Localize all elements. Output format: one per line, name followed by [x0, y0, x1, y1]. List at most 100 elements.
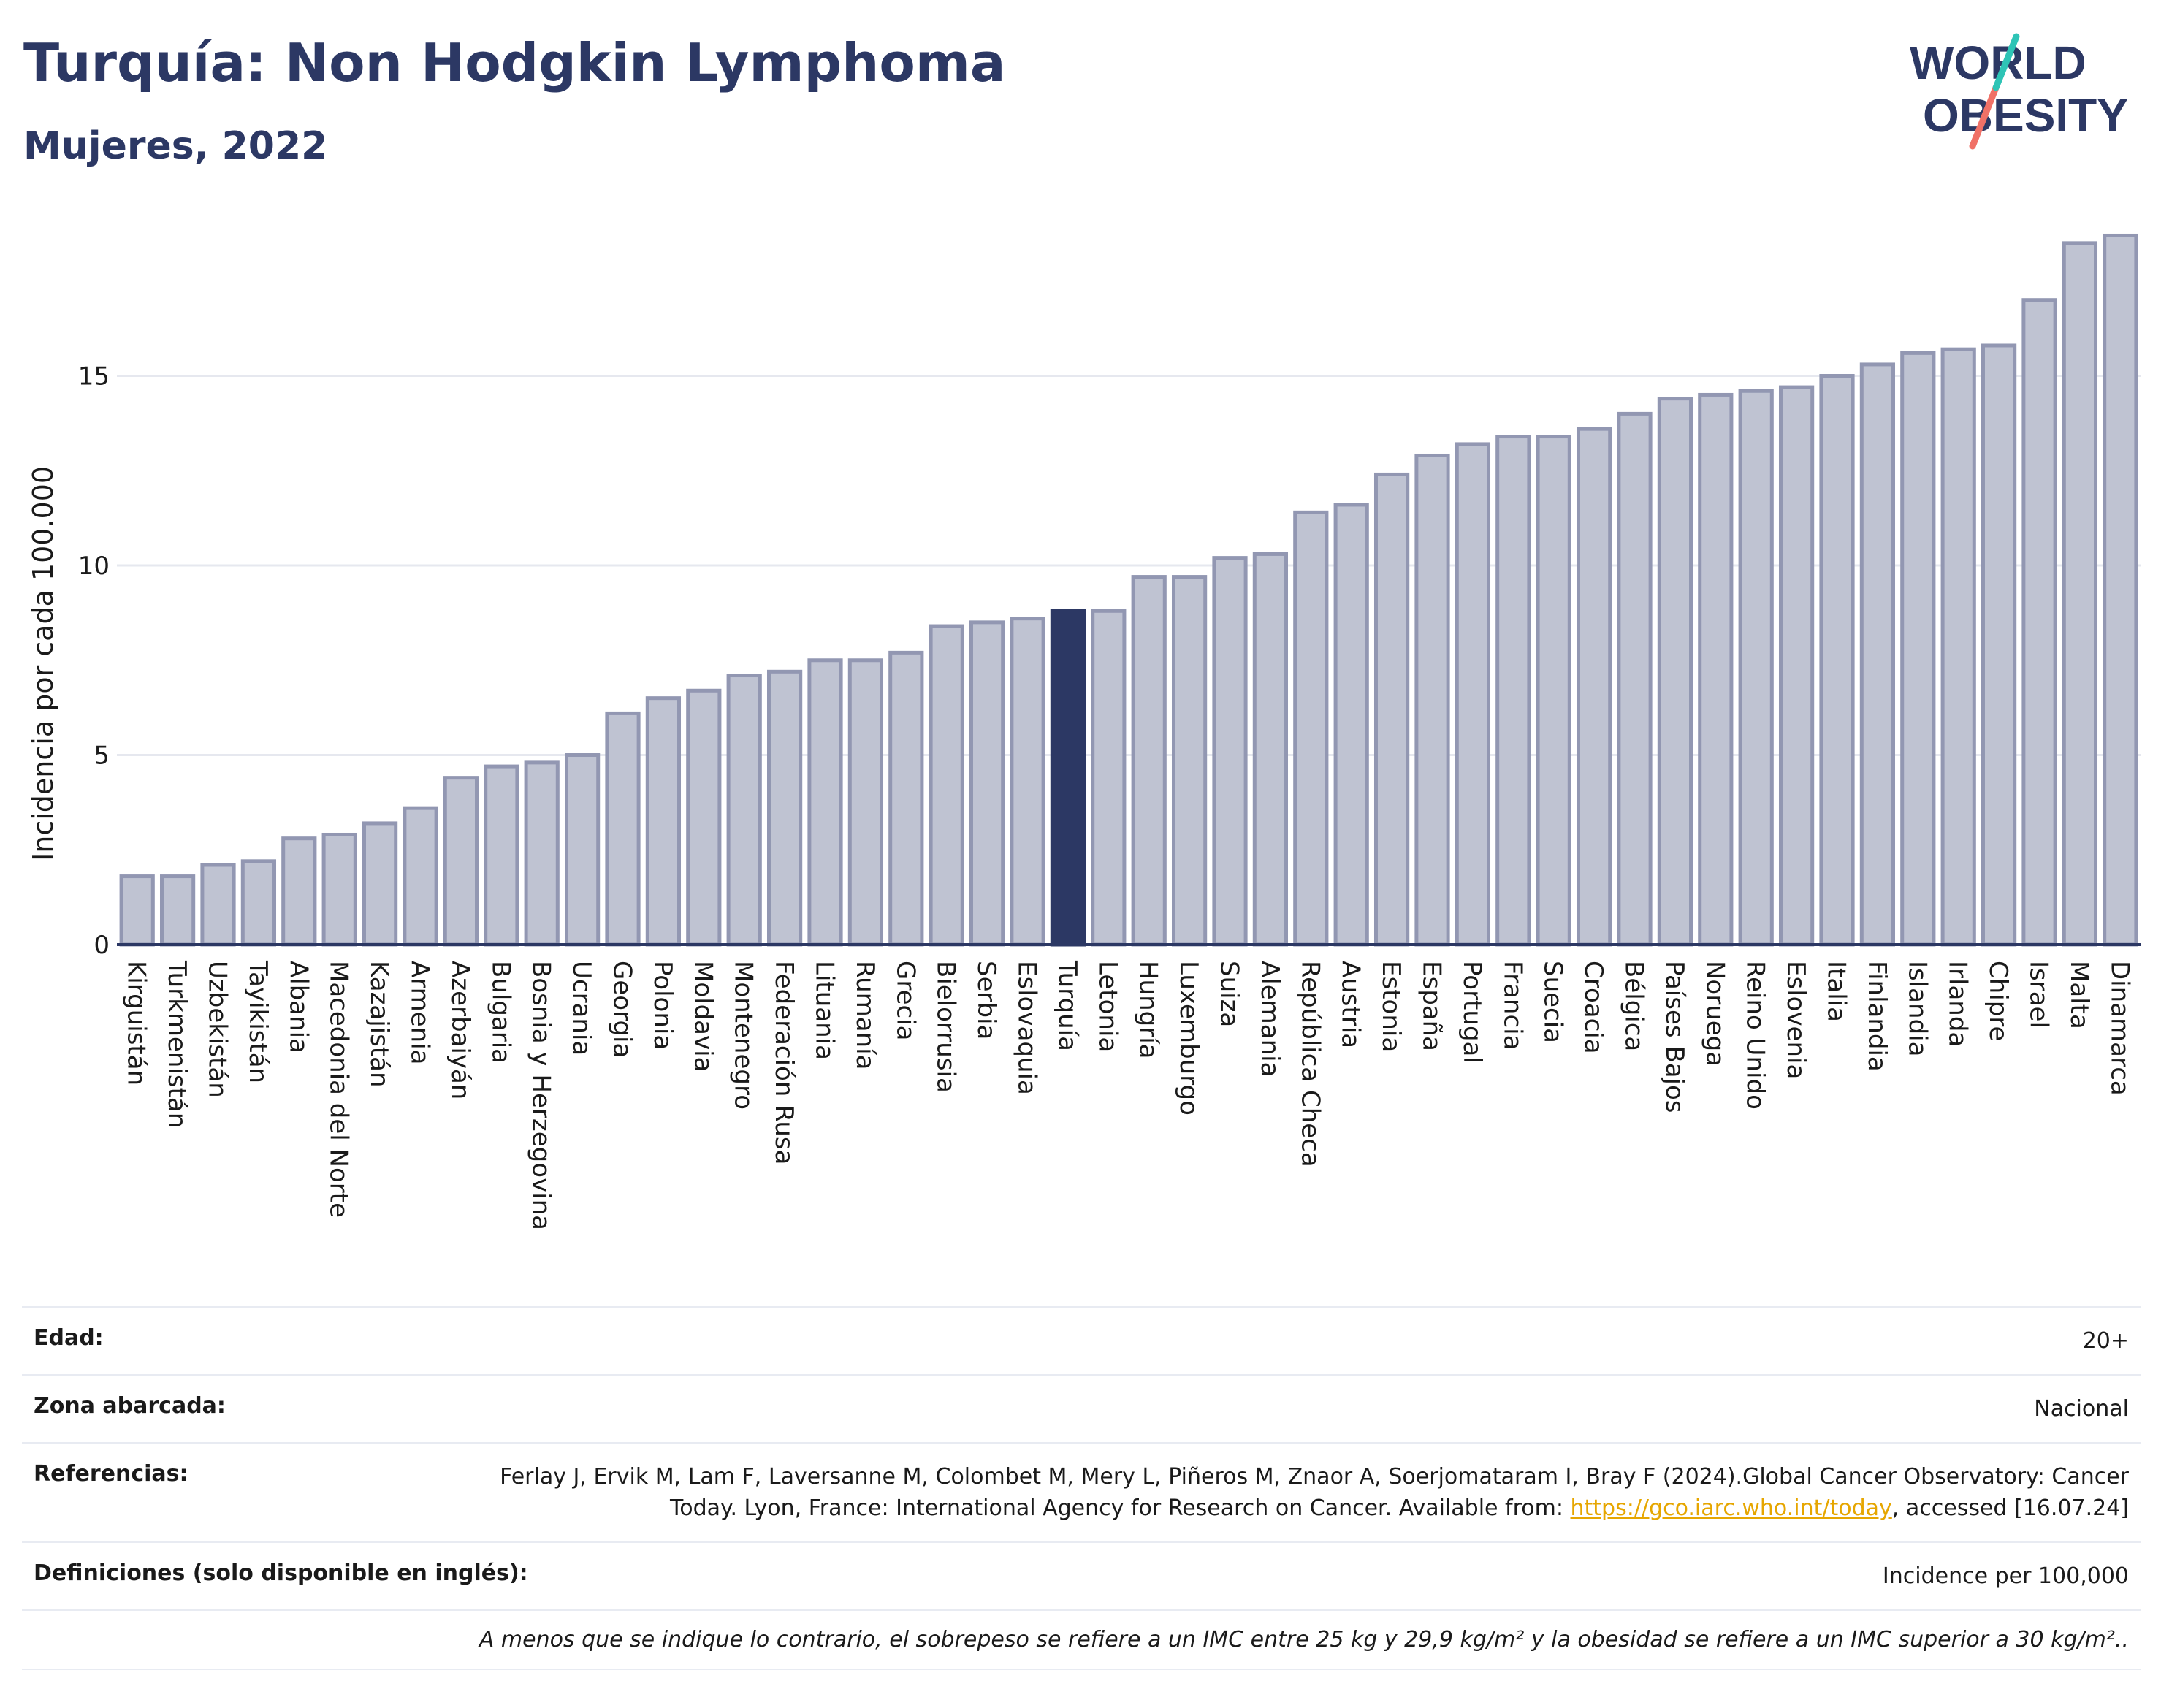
- meta-row-zona: Zona abarcada: Nacional: [22, 1374, 2141, 1442]
- x-tick-label: Serbia: [972, 961, 1001, 1040]
- bar-Georgia: [605, 711, 641, 947]
- page-title: Turquía: Non Hodgkin Lymphoma: [23, 32, 1006, 94]
- bar-Rumanía: [847, 658, 884, 947]
- x-tick-label: Malta: [2065, 961, 2094, 1029]
- bar-Israel: [2021, 298, 2057, 947]
- bar-Federación Rusa: [766, 669, 803, 947]
- x-tick-label: Bélgica: [1620, 961, 1649, 1051]
- bar-Lituania: [807, 658, 843, 947]
- bar-Kazajistán: [362, 821, 398, 947]
- world-obesity-logo: WORLD OBESITY: [1910, 33, 2128, 150]
- bar-Tayikistán: [240, 859, 277, 947]
- referencias-label: Referencias:: [34, 1461, 188, 1487]
- bar-chart: 0 5 10 15 Kirguistán Turkmenistán Uzbekistán T…: [27, 233, 2141, 1230]
- x-tick-label: Noruega: [1700, 961, 1729, 1067]
- bar-Malta: [2062, 241, 2098, 947]
- bar-Finlandia: [1859, 362, 1896, 947]
- bar-Letonia: [1091, 609, 1127, 947]
- zona-value: Nacional: [2034, 1396, 2129, 1422]
- x-tick-label: República Checa: [1295, 961, 1325, 1167]
- x-tick-label: Albania: [283, 961, 313, 1053]
- bar-República Checa: [1293, 510, 1329, 947]
- bar-Eslovenia: [1778, 385, 1815, 947]
- footnote: A menos que se indique lo contrario, el …: [22, 1609, 2141, 1670]
- x-tick-label: Finlandia: [1862, 961, 1891, 1072]
- x-tick-label: Francia: [1498, 961, 1527, 1050]
- bar-Luxemburgo: [1171, 575, 1208, 947]
- edad-label: Edad:: [34, 1325, 104, 1351]
- bar-Turkmenistán: [159, 874, 196, 947]
- x-tick-label: Eslovaquia: [1013, 961, 1042, 1095]
- bar-Montenegro: [726, 674, 762, 947]
- x-tick-label: Uzbekistán: [203, 961, 232, 1098]
- bar-Moldavia: [686, 688, 722, 947]
- bar-Estonia: [1373, 472, 1410, 947]
- x-tick-label: Reino Unido: [1741, 961, 1770, 1110]
- meta-row-definiciones: Definiciones (solo disponible en inglés)…: [22, 1541, 2141, 1609]
- x-tick-label: Israel: [2024, 961, 2054, 1029]
- x-tick-label: Suiza: [1215, 961, 1244, 1027]
- x-tick-label: Países Bajos: [1660, 961, 1689, 1113]
- y-tick-labels: 0 5 10 15: [78, 362, 110, 961]
- bar-Chipre: [1981, 343, 2017, 947]
- x-tick-label: Irlanda: [1943, 961, 1973, 1047]
- bar-Suecia: [1536, 435, 1571, 947]
- bar-Armenia: [403, 806, 438, 947]
- bar-Serbia: [969, 620, 1005, 947]
- x-tick-label: Letonia: [1093, 961, 1122, 1052]
- x-tick-label: Macedonia del Norte: [324, 961, 354, 1218]
- bar-Bosnia y Herzegovina: [524, 760, 560, 947]
- x-tick-label: Hungría: [1134, 961, 1163, 1059]
- bar-Bielorrusia: [929, 624, 964, 947]
- x-tick-labels: Kirguistán Turkmenistán Uzbekistán Tayikist…: [122, 960, 2135, 1230]
- x-tick-label: Grecia: [891, 961, 920, 1040]
- x-tick-label: Eslovenia: [1781, 961, 1810, 1079]
- y-tick-label: 0: [94, 931, 110, 960]
- y-tick-label: 5: [94, 741, 110, 771]
- metadata-table: Edad: 20+ Zona abarcada: Nacional Refere…: [22, 1306, 2141, 1670]
- x-tick-label: Bosnia y Herzegovina: [527, 961, 556, 1230]
- x-tick-label: Estonia: [1376, 961, 1406, 1052]
- x-tick-label: Georgia: [608, 961, 637, 1058]
- referencias-link[interactable]: https://gco.iarc.who.int/today: [1570, 1495, 1892, 1521]
- bar-Irlanda: [1940, 347, 1976, 947]
- bar-Polonia: [645, 696, 682, 947]
- x-tick-label: Armenia: [405, 961, 435, 1065]
- x-tick-label: Lituania: [810, 961, 839, 1060]
- x-tick-label: Alemania: [1255, 961, 1284, 1077]
- y-axis-label: Incidencia por cada 100.000: [27, 466, 59, 861]
- bar-Suiza: [1212, 556, 1248, 947]
- bar-Macedonia del Norte: [321, 832, 357, 947]
- bar-Islandia: [1900, 351, 1936, 947]
- x-tick-label: Federación Rusa: [769, 961, 799, 1164]
- bar-Grecia: [888, 650, 924, 947]
- x-tick-label: Bulgaria: [486, 961, 515, 1064]
- definiciones-value: Incidence per 100,000: [1882, 1563, 2129, 1589]
- logo-slash-teal: [1992, 33, 2020, 91]
- logo-slash-coral: [1969, 84, 2000, 150]
- y-tick-label: 15: [78, 362, 110, 392]
- bar-Croacia: [1576, 427, 1612, 947]
- bar-Austria: [1333, 503, 1369, 947]
- bar-Reino Unido: [1738, 389, 1774, 947]
- x-tick-label: Suecia: [1539, 961, 1568, 1043]
- x-tick-label: Turquía: [1053, 960, 1082, 1051]
- bar-Bélgica: [1617, 411, 1653, 947]
- x-tick-label: España: [1417, 961, 1447, 1051]
- bar-Noruega: [1698, 392, 1734, 947]
- x-tick-label: Tayikistán: [243, 960, 272, 1083]
- bar-Francia: [1495, 435, 1531, 947]
- meta-row-edad: Edad: 20+: [22, 1306, 2141, 1374]
- bars: [119, 233, 2138, 947]
- x-tick-label: Moldavia: [688, 961, 717, 1072]
- x-tick-label: Ucrania: [567, 961, 596, 1056]
- x-tick-label: Polonia: [648, 961, 677, 1050]
- x-tick-label: Montenegro: [729, 961, 758, 1110]
- x-tick-label: Azerbaiyán: [446, 961, 475, 1099]
- x-tick-label: Kazajistán: [365, 961, 394, 1088]
- bar-Dinamarca: [2103, 233, 2138, 947]
- bar-Azerbaiyán: [443, 776, 479, 947]
- referencias-value: Ferlay J, Ervik M, Lam F, Laversanne M, …: [449, 1461, 2129, 1524]
- x-tick-label: Islandia: [1902, 961, 1932, 1056]
- x-tick-label: Luxemburgo: [1174, 961, 1203, 1116]
